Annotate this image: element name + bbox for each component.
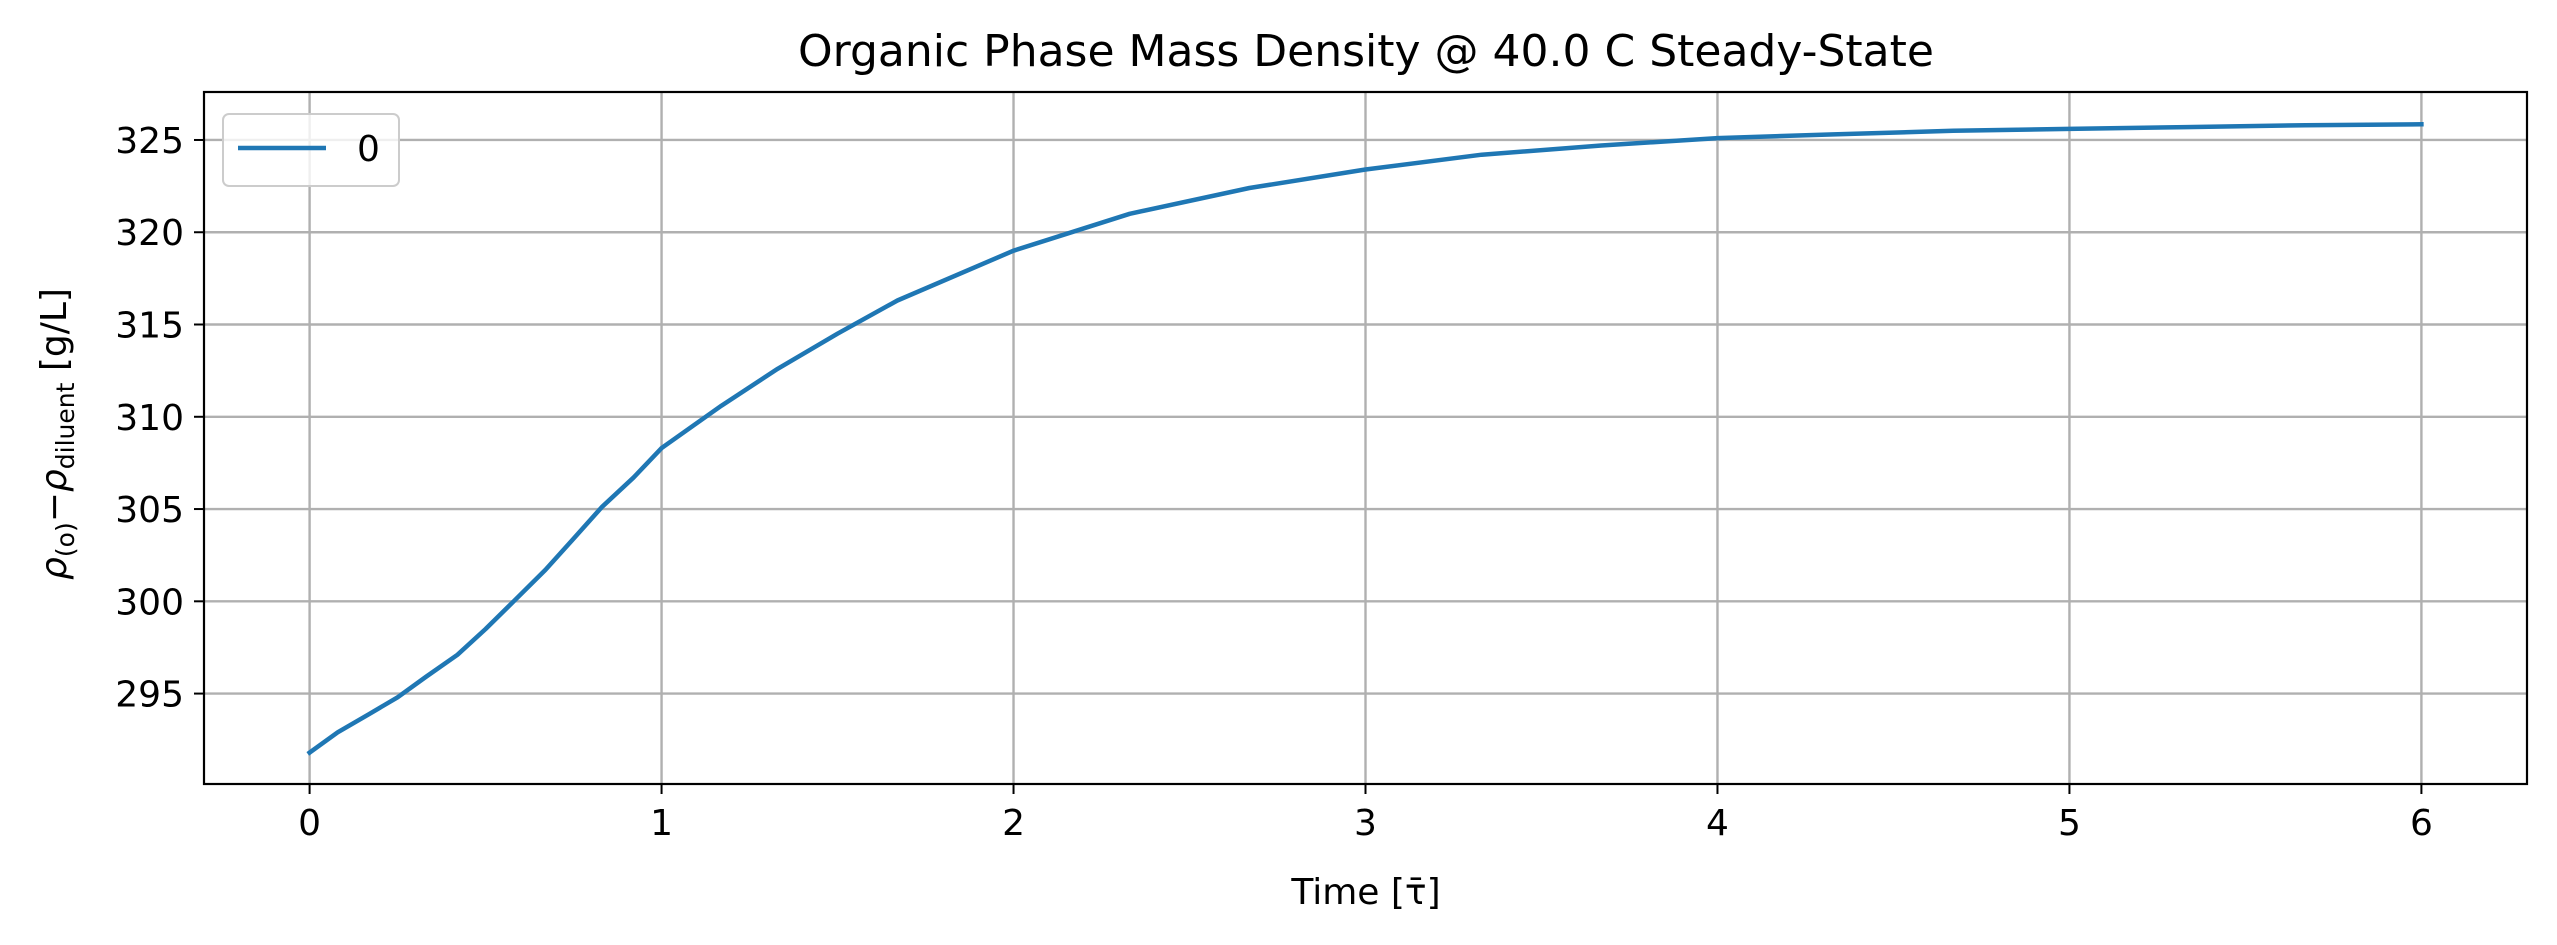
y-label-sub-diluent: diluent	[51, 382, 80, 469]
series-line	[306, 122, 2424, 756]
y-tick-label: 295	[115, 675, 184, 716]
legend: 0	[222, 113, 400, 187]
x-tick-label: 1	[650, 803, 673, 844]
y-tick-label: 315	[115, 306, 184, 347]
y-tick-label: 325	[115, 121, 184, 162]
legend-label: 0	[357, 129, 380, 170]
y-label-rho-2: ρ	[34, 469, 75, 492]
x-tick-label: 6	[2410, 803, 2433, 844]
x-axis-label: Time [τ̄]	[1290, 872, 1440, 913]
y-tick-label: 310	[115, 398, 184, 439]
x-tick-label: 0	[298, 803, 321, 844]
grid	[204, 92, 2527, 784]
x-axis-ticks: 0 1 2 3 4 5 6	[298, 784, 2433, 844]
y-label-sub-o: (o)	[51, 522, 80, 557]
y-tick-label: 305	[115, 490, 184, 531]
x-tick-label: 3	[1354, 803, 1377, 844]
x-tick-label: 5	[2058, 803, 2081, 844]
y-label-minus: −	[34, 492, 75, 522]
chart-title: Organic Phase Mass Density @ 40.0 C Stea…	[798, 26, 1934, 77]
y-axis-ticks: 295 300 305 310 315 320 325	[115, 121, 204, 716]
y-tick-label: 300	[115, 582, 184, 623]
y-label-unit: [g/L]	[34, 288, 75, 383]
y-tick-label: 320	[115, 213, 184, 254]
y-axis-label: ρ(o)−ρdiluent [g/L]	[34, 288, 80, 580]
y-label-rho: ρ	[34, 557, 75, 580]
x-tick-label: 2	[1002, 803, 1025, 844]
x-tick-label: 4	[1706, 803, 1729, 844]
series-layer	[306, 122, 2424, 756]
